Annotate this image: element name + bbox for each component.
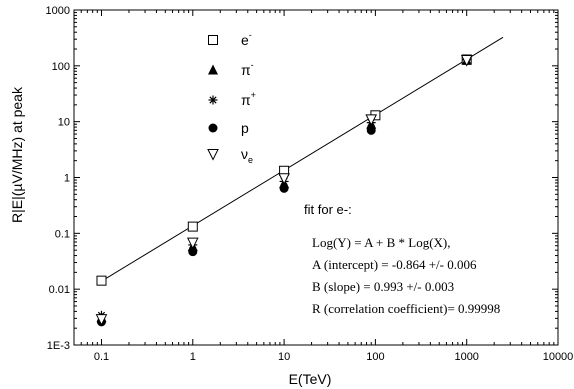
y-tick-label: 0.1: [55, 228, 70, 240]
fit-annotation-line: B (slope) = 0.993 +/- 0.003: [312, 279, 454, 294]
x-axis-label: E(TeV): [289, 371, 332, 387]
legend-label: π-: [241, 60, 254, 78]
y-tick-label: 1E-3: [47, 340, 70, 352]
legend: e-π-π+ p νe: [207, 30, 256, 165]
data-point: [186, 237, 199, 250]
fit-annotation-line: R (correlation coefficient)= 0.99998: [312, 301, 500, 316]
fit-annotation-line: A (intercept) = -0.864 +/- 0.006: [312, 257, 477, 272]
x-tick-label: 1000: [454, 351, 478, 363]
data-point: [279, 183, 289, 193]
x-tick-label: 100: [366, 351, 384, 363]
data-point: [278, 173, 290, 185]
x-tick-label: 10000: [543, 351, 574, 363]
y-axis-label: R|E|(µV/MHz) at peak: [9, 86, 25, 223]
data-point: [188, 247, 198, 257]
x-tick-label: 10: [278, 351, 290, 363]
data-point: [365, 114, 378, 126]
data-point: [460, 55, 473, 67]
data-point: [95, 314, 108, 326]
legend-marker: [208, 35, 218, 45]
fit-line: [101, 36, 504, 282]
y-tick-label: 100: [52, 61, 70, 73]
legend-marker: [207, 149, 219, 161]
legend-label: e-: [241, 30, 252, 48]
data-point: [96, 275, 107, 286]
legend-label: p: [241, 120, 249, 136]
legend-label: π+: [241, 90, 256, 108]
legend-marker: [208, 64, 218, 75]
legend-marker: [208, 95, 218, 105]
y-tick-label: 1: [64, 173, 70, 185]
data-markers: [95, 54, 473, 327]
y-tick-label: 0.01: [49, 284, 70, 296]
axis-ticks: 0.1 1 10 100 1000 10000 1E-3 0.01 0.1 1 10 100 1000: [46, 5, 574, 363]
fit-annotation-title: fit for e-:: [304, 202, 352, 217]
x-tick-label: 0.1: [94, 351, 109, 363]
legend-marker: [208, 123, 218, 133]
data-point: [366, 125, 376, 135]
fit-annotation-line: Log(Y) = A + B * Log(X),: [312, 235, 451, 250]
data-point: [187, 221, 198, 232]
plot-frame: [73, 9, 559, 346]
plot-axes: [73, 9, 559, 346]
fit-annotation: fit for e-: Log(Y) = A + B * Log(X), A (…: [304, 202, 500, 316]
x-tick-label: 1: [190, 351, 196, 363]
y-tick-label: 1000: [46, 5, 70, 17]
fit-line-segment: [101, 36, 504, 282]
y-tick-label: 10: [58, 117, 70, 129]
legend-label: νe: [241, 146, 253, 165]
